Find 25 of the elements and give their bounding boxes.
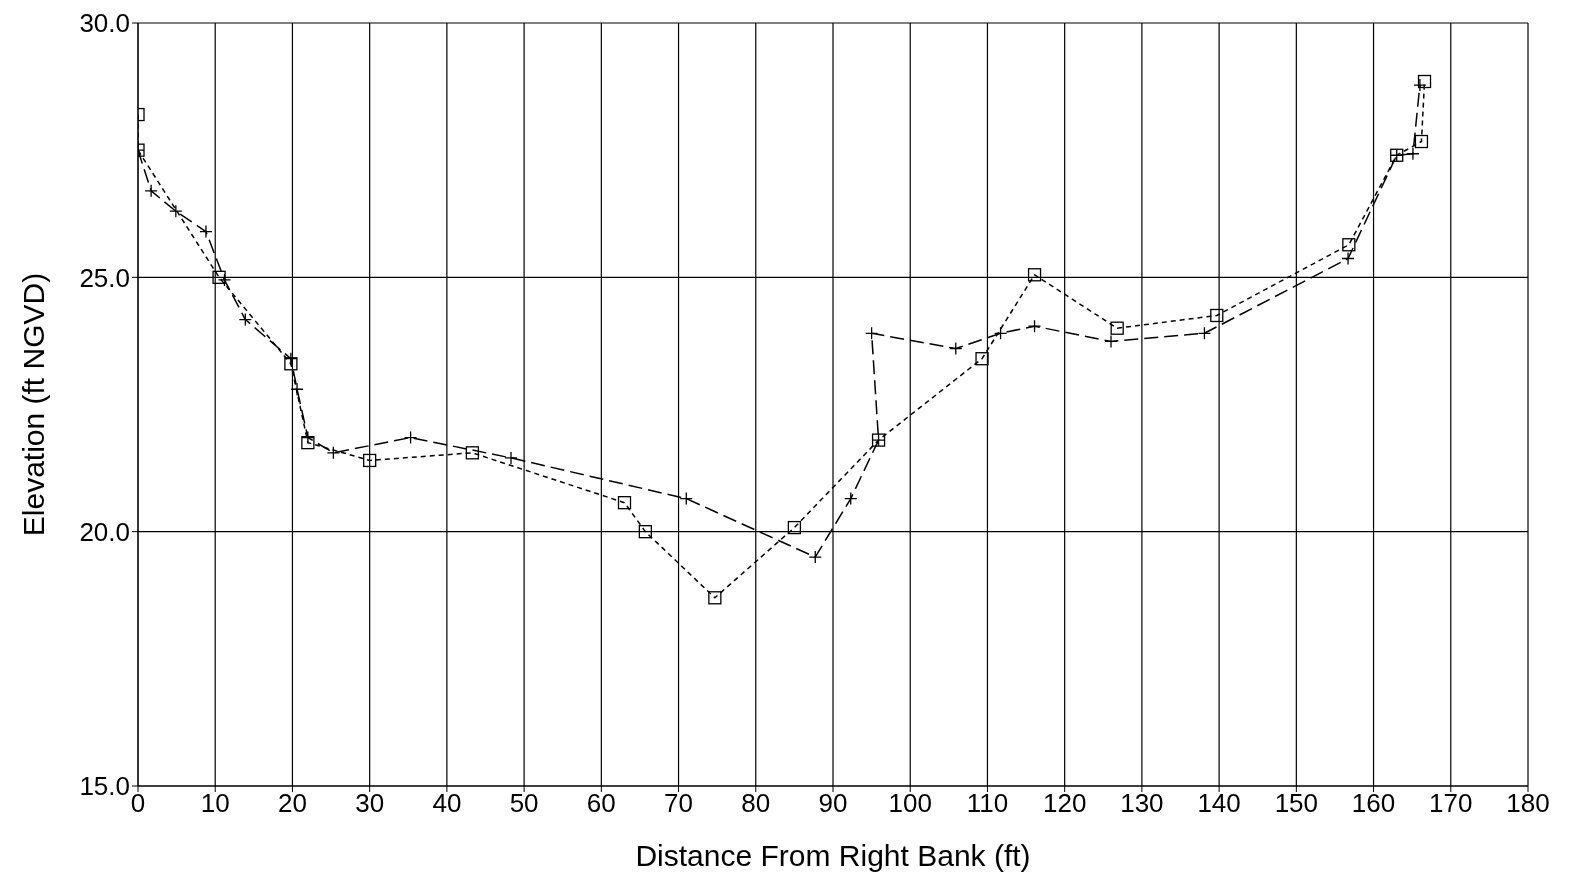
- x-tick-label: 50: [509, 788, 539, 819]
- x-tick-label: 10: [200, 788, 230, 819]
- y-tick-label: 25.0: [79, 262, 130, 293]
- x-tick-label: 110: [966, 788, 1009, 819]
- x-tick-label: 150: [1274, 788, 1319, 819]
- y-tick-label: 15.0: [79, 771, 130, 802]
- x-tick-label: 160: [1351, 788, 1396, 819]
- x-tick-label: 170: [1429, 788, 1473, 819]
- x-tick-label: 60: [586, 788, 616, 819]
- x-tick-label: 70: [664, 788, 694, 819]
- x-tick-label: 140: [1197, 788, 1241, 819]
- x-tick-label: 180: [1506, 788, 1550, 819]
- x-tick-label: 80: [741, 788, 771, 819]
- x-axis-title: Distance From Right Bank (ft): [635, 839, 1031, 872]
- x-tick-label: 90: [818, 788, 848, 819]
- x-tick-label: 130: [1120, 788, 1164, 819]
- y-tick-label: 20.0: [79, 516, 130, 547]
- x-tick-label: 120: [1042, 788, 1087, 819]
- y-tick-label: 30.0: [79, 8, 130, 39]
- x-tick-label: 30: [355, 788, 385, 819]
- x-tick-label: 20: [277, 788, 307, 819]
- y-axis-title: Elevation (ft NGVD): [16, 272, 50, 537]
- x-tick-label: 40: [432, 788, 462, 819]
- x-tick-label: 100: [888, 788, 932, 819]
- x-tick-label: 0: [130, 788, 146, 819]
